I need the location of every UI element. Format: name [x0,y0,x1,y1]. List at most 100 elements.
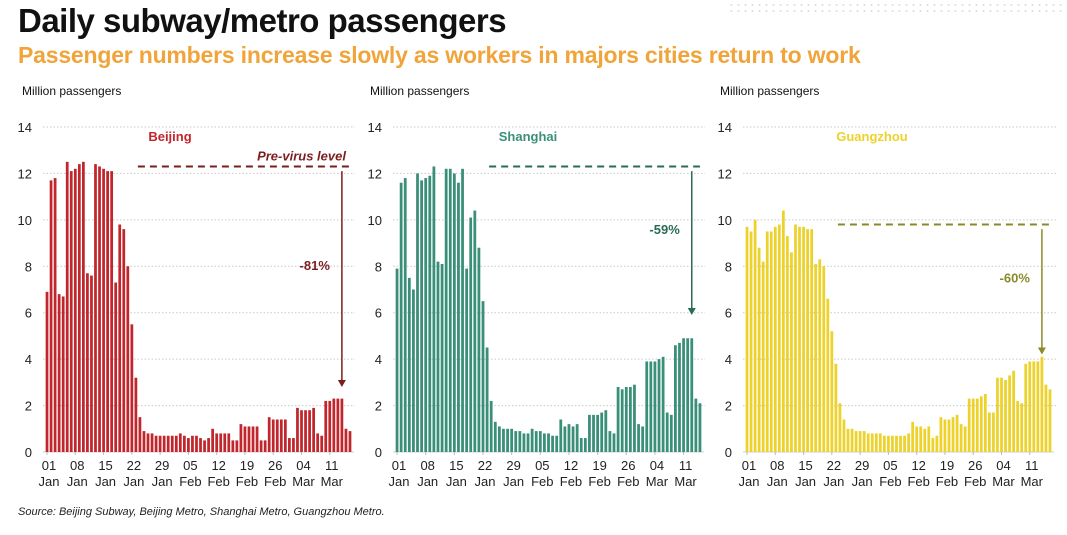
bar [86,273,89,452]
bar [259,440,263,452]
bar [235,440,239,452]
bar [822,266,826,452]
bar [620,389,624,452]
y-tick-label: 8 [25,259,32,274]
bar [870,433,874,452]
x-tick-label-day: 04 [296,458,310,473]
bar [979,396,983,452]
x-tick-label-day: 26 [268,458,282,473]
y-axis-label: Million passengers [22,84,122,98]
x-tick-label-day: 22 [827,458,841,473]
bar [77,164,81,452]
y-tick-label: 12 [368,166,382,181]
panel-beijing: Million passengers 0 2 4 6 8 10 12 14 01 Jan 08 Jan… [0,80,355,495]
x-tick-label-day: 12 [911,458,925,473]
bar [749,231,753,452]
bar [90,275,93,452]
bar [834,363,838,452]
bar [316,433,320,452]
bar [320,435,324,452]
bar [150,433,154,452]
bar [61,296,65,452]
bar [854,431,858,452]
bar [288,438,291,452]
bar [102,168,105,452]
bar [130,324,134,452]
x-tick-label-month: Feb [617,474,639,489]
x-tick-label-day: 29 [155,458,169,473]
bar [283,419,287,452]
bar [436,261,440,452]
bar [530,428,534,452]
x-tick-label-month: Mar [292,474,315,489]
bar [432,166,436,452]
bar [243,426,247,452]
x-tick-label-month: Feb [936,474,958,489]
bar [616,387,620,452]
bar [1008,375,1011,452]
bar [592,414,595,452]
y-axis-label: Million passengers [720,84,820,98]
bar [416,173,419,452]
x-tick-label-month: Jan [95,474,116,489]
x-tick-label-month: Jan [503,474,524,489]
y-tick-label: 14 [718,120,732,135]
bar [57,294,61,452]
bar [110,171,114,452]
x-tick-label-month: Feb [179,474,201,489]
x-tick-label-month: Jan [767,474,788,489]
x-tick-label-day: 26 [968,458,982,473]
x-tick-label-day: 15 [98,458,112,473]
x-tick-label-month: Jan [475,474,496,489]
bar [45,291,49,452]
bar [207,438,210,452]
bar [166,435,170,452]
x-tick-label-day: 26 [621,458,635,473]
x-tick-label-day: 05 [183,458,197,473]
arrow-head-icon [1037,347,1046,355]
bar [794,224,797,452]
x-tick-label-day: 01 [392,458,406,473]
y-tick-label: 2 [25,399,32,414]
bar [344,428,348,452]
bar [53,178,57,453]
bar [682,338,685,452]
bar [971,398,975,452]
bar [838,403,842,452]
x-tick-label-month: Jan [852,474,873,489]
bar [790,252,793,452]
bar [178,433,182,452]
bar [753,219,757,452]
x-tick-label-day: 29 [506,458,520,473]
bar [510,428,514,452]
x-tick-label-day: 04 [996,458,1010,473]
x-tick-label-month: Jan [417,474,438,489]
bar [674,345,677,452]
x-tick-label-month: Jan [795,474,816,489]
bar [403,178,407,453]
bar [951,417,955,452]
bar [624,387,628,452]
bar [975,398,979,452]
bar [911,421,915,452]
source-note: Source: Beijing Subway, Beijing Metro, S… [18,506,385,518]
bar [798,226,801,452]
bar [49,180,53,452]
x-tick-label-month: Feb [879,474,901,489]
x-tick-label-month: Feb [964,474,986,489]
bar [444,168,448,452]
bar [919,426,923,452]
y-tick-label: 12 [18,166,32,181]
y-tick-label: 8 [375,259,382,274]
bar [538,431,542,452]
x-tick-label-month: Jan [123,474,144,489]
bar [882,435,886,452]
chart-subtitle: Passenger numbers increase slowly as wor… [18,42,861,68]
x-tick-label-month: Feb [588,474,610,489]
change-percent-label: -81% [300,258,331,273]
bar [497,426,501,452]
bar [596,414,600,452]
x-tick-label-day: 11 [325,458,339,473]
bar [600,412,604,452]
bar [255,426,259,452]
